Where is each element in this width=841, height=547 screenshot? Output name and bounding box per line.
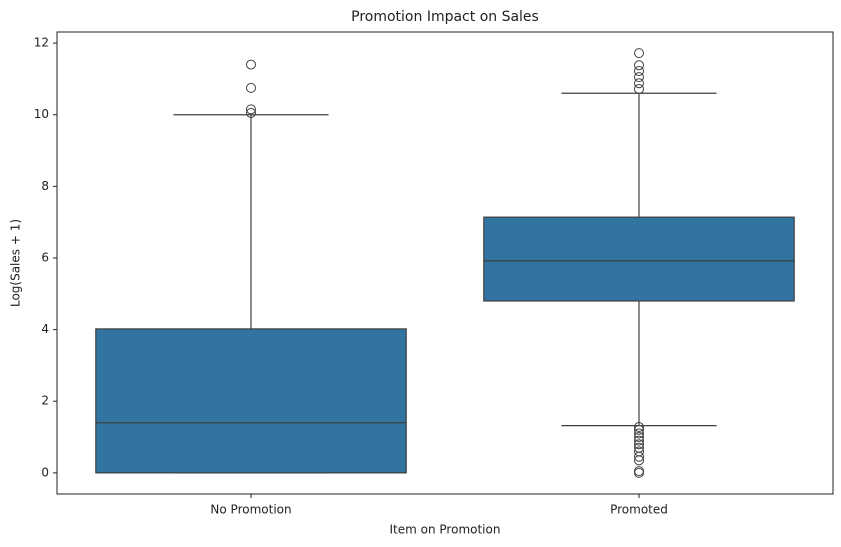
- plot-frame: [56, 31, 834, 495]
- y-tick-label: 10: [34, 107, 49, 121]
- outlier: [634, 78, 644, 89]
- outlier: [246, 104, 256, 115]
- y-tick-label: 8: [41, 179, 49, 193]
- box: [483, 216, 795, 302]
- outlier: [634, 455, 644, 466]
- outlier: [634, 428, 644, 439]
- x-axis-label: Item on Promotion: [390, 523, 501, 537]
- outlier: [634, 439, 644, 450]
- outlier: [634, 60, 644, 71]
- outlier: [634, 48, 644, 59]
- chart-title: Promotion Impact on Sales: [351, 9, 539, 25]
- y-tick-label: 4: [41, 322, 49, 336]
- x-tick-label: Promoted: [610, 503, 668, 517]
- box: [95, 328, 407, 474]
- outlier: [634, 66, 644, 77]
- y-tick-label: 6: [41, 250, 49, 264]
- y-tick-label: 2: [41, 394, 49, 408]
- y-tick-label: 12: [34, 36, 49, 50]
- outlier: [246, 107, 256, 118]
- outlier: [634, 72, 644, 83]
- outlier: [634, 422, 644, 433]
- outlier: [246, 59, 256, 70]
- outlier: [634, 83, 644, 94]
- y-tick-label: 0: [41, 465, 49, 479]
- x-tick-label: No Promotion: [210, 503, 291, 517]
- outlier: [246, 82, 256, 93]
- outlier: [634, 424, 644, 435]
- outlier: [634, 432, 644, 443]
- outlier: [634, 435, 644, 446]
- outlier: [634, 451, 644, 462]
- outlier: [634, 467, 644, 478]
- y-axis-label: Log(Sales + 1): [9, 219, 23, 307]
